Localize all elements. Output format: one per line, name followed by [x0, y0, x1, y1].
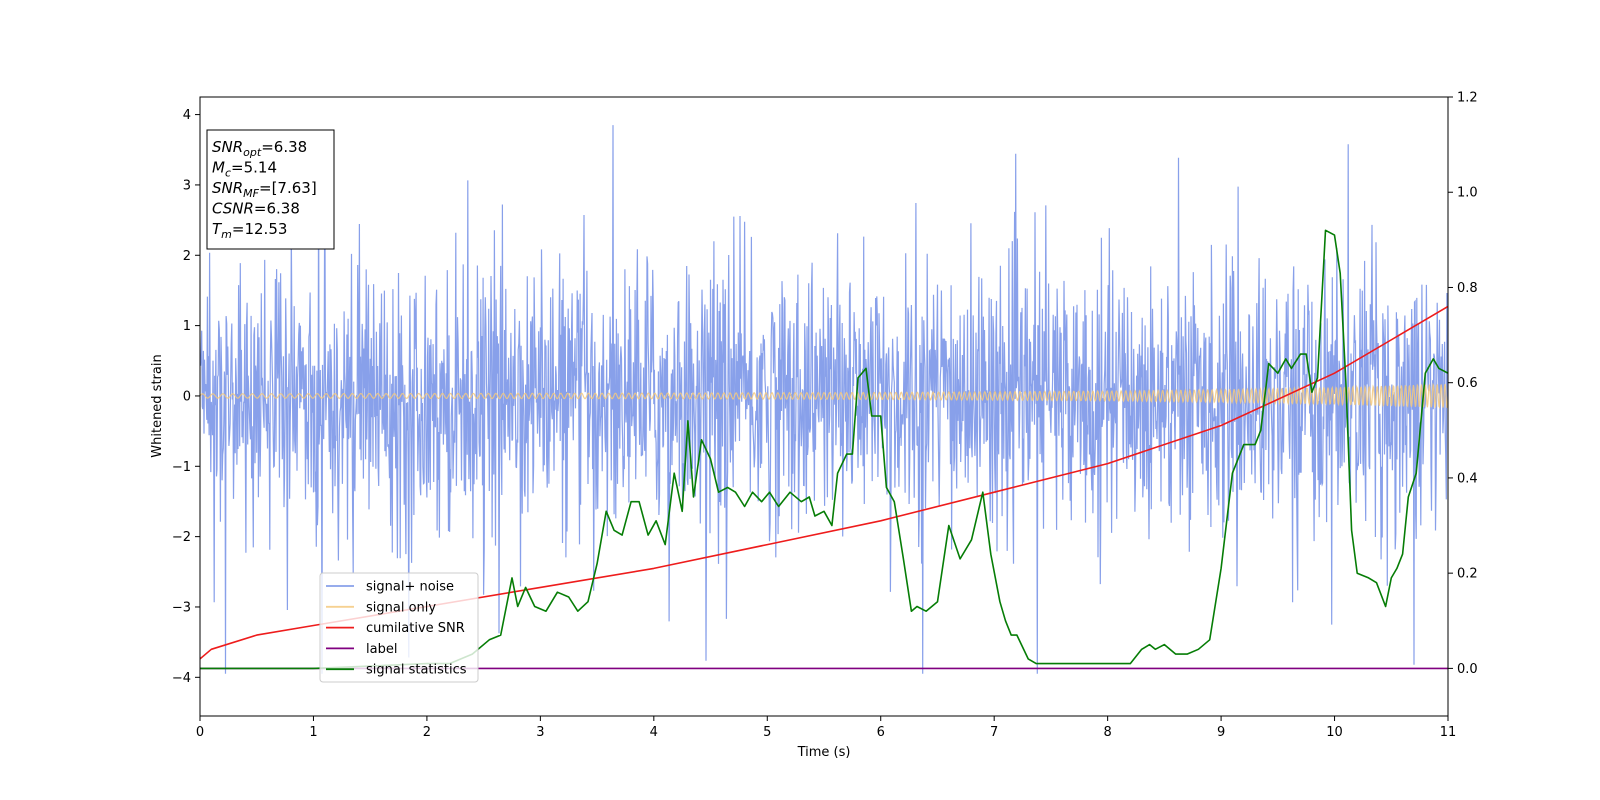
legend-label: cumilative SNR — [366, 621, 465, 636]
y-tick-label: 3 — [183, 178, 191, 193]
x-axis: 0 1 2 3 4 5 6 7 8 9 10 11 — [196, 716, 1456, 740]
info-box-frame — [206, 129, 335, 250]
info-line: Mc=5.14 — [212, 159, 277, 180]
x-tick-label: 1 — [309, 725, 317, 740]
y2-tick-label: 0.4 — [1457, 471, 1478, 486]
legend-label: signal+ noise — [366, 580, 454, 595]
legend-label: label — [366, 642, 397, 657]
legend: signal+ noise signal only cumilative SNR la… — [319, 572, 479, 683]
x-tick-label: 11 — [1440, 725, 1457, 740]
info-line: CSNR=6.38 — [212, 200, 300, 218]
legend-frame — [319, 572, 479, 683]
x-tick-label: 6 — [877, 725, 885, 740]
series-signal-noise — [200, 125, 1448, 674]
plot-frame — [199, 96, 1449, 717]
y2-tick-label: 0.8 — [1457, 281, 1478, 296]
info-line: SNRopt=6.38 — [212, 138, 307, 159]
x-tick-label: 10 — [1326, 725, 1343, 740]
y-axis-right: 0.0 0.2 0.4 0.6 0.8 1.0 1.2 — [1448, 91, 1478, 677]
y2-tick-label: 1.2 — [1457, 91, 1478, 106]
info-line: Tm=12.53 — [212, 220, 287, 241]
y2-tick-label: 0.0 — [1457, 662, 1478, 677]
y-tick-label: 4 — [183, 108, 191, 123]
y-tick-label: −2 — [172, 530, 191, 545]
series-cumilative-snr — [200, 305, 1448, 660]
legend-label: signal only — [366, 600, 436, 615]
x-tick-label: 5 — [763, 725, 771, 740]
y-tick-label: −3 — [172, 600, 191, 615]
series-signal-statistics — [200, 229, 1448, 670]
y-axis-label: Whitened strain — [150, 354, 165, 457]
x-tick-label: 7 — [990, 725, 998, 740]
x-tick-label: 8 — [1103, 725, 1111, 740]
y-tick-label: −4 — [172, 671, 191, 686]
y-axis-left: 4 3 2 1 0 −1 −2 −3 −4 — [172, 108, 200, 686]
x-tick-label: 2 — [423, 725, 431, 740]
y2-tick-label: 0.2 — [1457, 567, 1478, 582]
y2-tick-label: 0.6 — [1457, 376, 1478, 391]
info-line: SNRMF=[7.63] — [212, 179, 317, 200]
y-tick-label: −1 — [172, 460, 191, 475]
y-tick-label: 1 — [183, 319, 191, 334]
series-signal-only — [200, 382, 1448, 409]
y2-tick-label: 1.0 — [1457, 186, 1478, 201]
x-tick-label: 9 — [1217, 725, 1225, 740]
x-tick-label: 0 — [196, 725, 204, 740]
legend-label: signal statistics — [366, 663, 467, 678]
y-tick-label: 2 — [183, 249, 191, 264]
x-tick-label: 3 — [536, 725, 544, 740]
x-axis-label: Time (s) — [797, 745, 851, 760]
x-tick-label: 4 — [650, 725, 658, 740]
y-tick-label: 0 — [183, 389, 191, 404]
